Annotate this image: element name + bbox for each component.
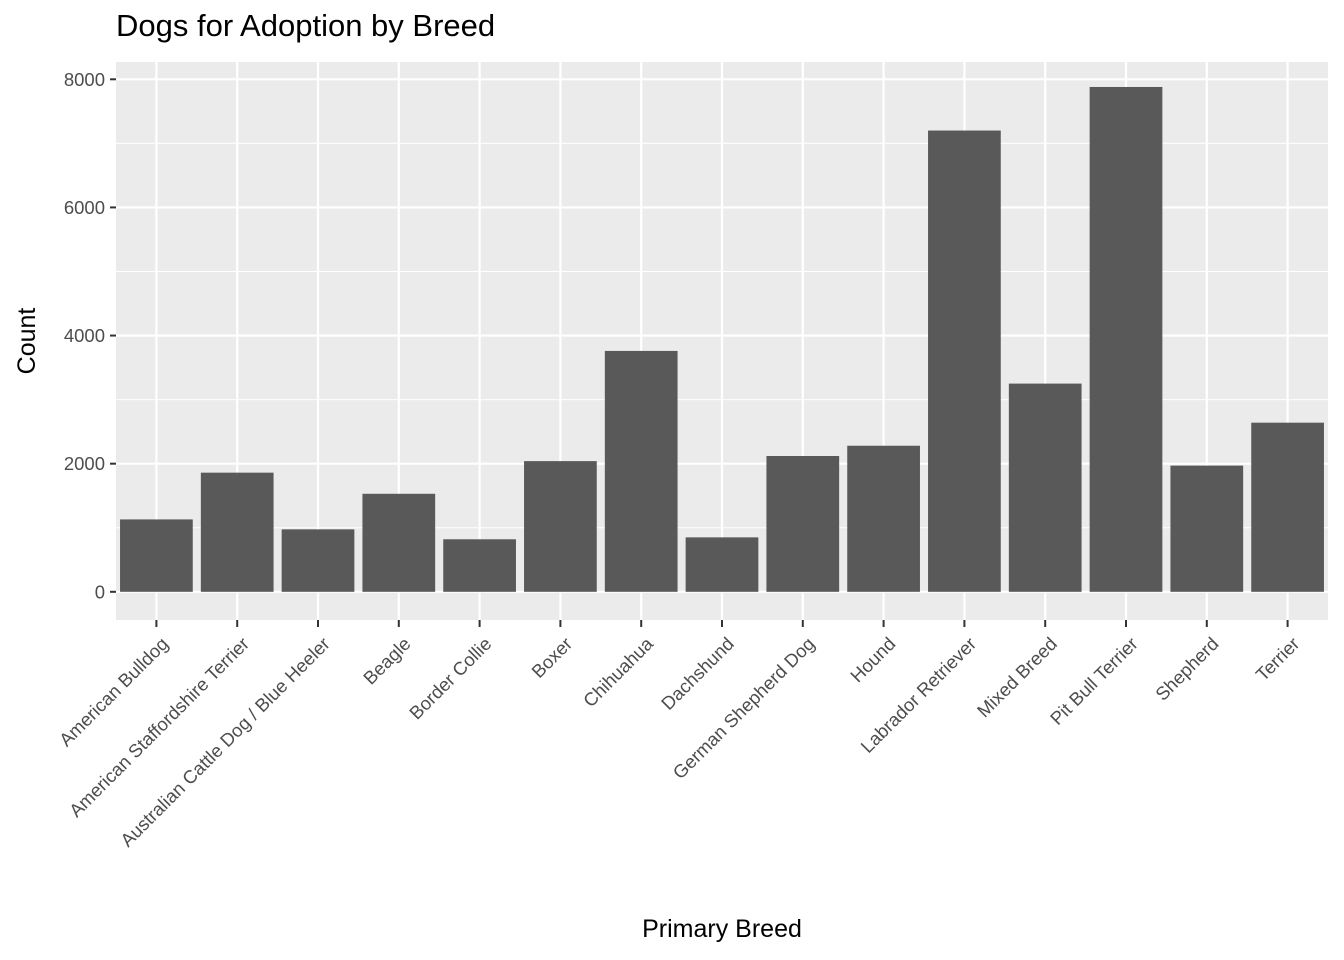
bar [685,537,759,592]
bar [1170,465,1244,592]
y-axis-title: Count [13,308,41,375]
bar [928,130,1001,592]
bar [766,455,840,592]
x-tick-label: Dachshund [657,633,738,714]
x-tick-label: Boxer [527,633,576,682]
x-axis-title: Primary Breed [642,915,802,943]
y-tick-label: 0 [95,581,105,602]
bar [443,539,516,592]
y-axis: 0 2000 4000 6000 8000 [64,69,116,602]
chart-title: Dogs for Adoption by Breed [116,8,496,43]
x-tick-label: Mixed Breed [973,633,1061,721]
x-tick-label: Beagle [359,633,415,689]
y-tick-label: 6000 [64,197,105,218]
bar [281,529,355,592]
bar [604,350,678,592]
x-tick-label: Hound [846,633,899,686]
x-tick-label: Shepherd [1151,633,1223,705]
x-tick-label: Border Collie [405,633,495,723]
x-tick-label: Terrier [1252,633,1304,685]
y-tick-label: 4000 [64,325,105,346]
bar [200,472,274,592]
x-tick-label: German Shepherd Dog [669,633,819,783]
y-tick-label: 8000 [64,69,105,90]
bar [1008,383,1082,592]
bar [1251,422,1324,592]
bar [524,461,597,592]
bar [362,493,436,592]
x-tick-label: Chihuahua [579,632,658,711]
bar [847,445,920,592]
y-tick-label: 2000 [64,453,105,474]
bars [120,86,1324,592]
bar [120,519,193,592]
bar [1089,86,1163,592]
